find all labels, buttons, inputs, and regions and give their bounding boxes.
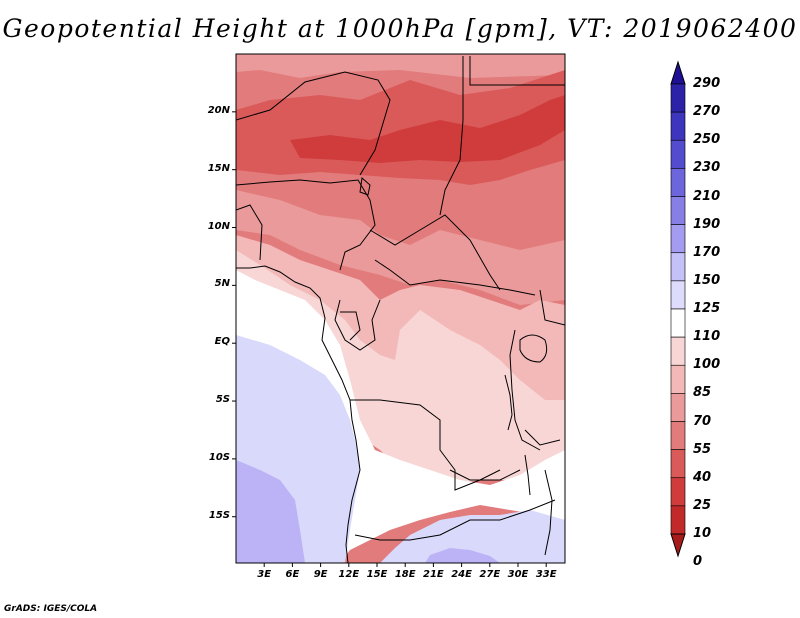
- lon-label: 18E: [394, 569, 416, 580]
- lon-label: 33E: [535, 569, 557, 580]
- lat-label: 10S: [208, 451, 230, 463]
- border-east-egypt: [469, 56, 565, 86]
- colorbar-segment: [670, 83, 686, 113]
- colorbar-level-label: 125: [693, 301, 721, 316]
- figure-title: Geopotential Height at 1000hPa [gpm], VT…: [2, 14, 798, 43]
- border-zambia: [449, 469, 521, 481]
- field-purple-s: [425, 548, 500, 563]
- field-deep-red: [290, 95, 565, 163]
- axis-ticks: [232, 111, 547, 567]
- software-credit: GrADS: IGES/COLA: [4, 604, 98, 614]
- border-kenya: [539, 289, 565, 326]
- colorbar-level-label: 230: [693, 160, 721, 176]
- lon-label: 12E: [338, 569, 360, 580]
- lon-label: 6E: [285, 569, 300, 580]
- colorbar-level-label: 70: [693, 413, 712, 429]
- lon-label: 21E: [423, 569, 444, 580]
- colorbar-segment: [670, 477, 686, 507]
- border-drc-east: [509, 329, 541, 451]
- lat-label: 20N: [207, 104, 230, 116]
- colorbar-level-label: 0: [693, 554, 703, 570]
- colorbar-cap-top: [670, 60, 686, 85]
- border-angola: [350, 399, 501, 491]
- colorbar-level-label: 290: [693, 76, 721, 91]
- colorbar-level-label: 190: [693, 216, 721, 232]
- border-chad-sudan: [439, 56, 464, 216]
- border-congo: [334, 299, 381, 351]
- colorbar-cap-bottom: [670, 533, 686, 558]
- border-north: [236, 71, 391, 176]
- height-field: [236, 54, 565, 563]
- colorbar-segment: [670, 449, 686, 479]
- lat-label: 10N: [207, 220, 230, 232]
- border-mozambique: [544, 469, 553, 556]
- colorbar-level-label: 100: [693, 357, 721, 373]
- field-pale-pink: [236, 250, 565, 485]
- lat-label: 5N: [214, 278, 230, 290]
- lake-victoria: [519, 334, 548, 363]
- lake-chad: [359, 177, 371, 196]
- field-north-pink: [236, 54, 565, 78]
- colorbar-level-label: 85: [693, 385, 712, 401]
- border-nigeria: [236, 179, 376, 271]
- colorbar-level-label: 210: [693, 188, 721, 204]
- lon-label: 9E: [313, 569, 328, 580]
- colorbar-segment: [670, 139, 686, 169]
- border-drc-north: [374, 259, 536, 296]
- border-tanzania: [524, 429, 561, 446]
- colorbar-segment: [670, 111, 686, 141]
- colorbar-segment: [670, 364, 686, 394]
- colorbar-level-label: 10: [693, 526, 712, 541]
- colorbar-segment: [670, 421, 686, 450]
- lon-label: 27E: [479, 569, 501, 580]
- colorbar-segment: [670, 280, 686, 310]
- colorbar-segment: [670, 224, 686, 254]
- colorbar-level-label: 270: [693, 104, 721, 120]
- colorbar-level-label: 170: [693, 244, 721, 260]
- coastline-west: [236, 265, 361, 563]
- colorbar-level-label: 40: [693, 469, 712, 485]
- colorbar-segment: [670, 196, 686, 225]
- colorbar-segment: [670, 336, 686, 366]
- lake-tanganyika: [504, 374, 513, 431]
- field-pink-band: [236, 190, 565, 305]
- lon-label: 15E: [366, 569, 388, 580]
- lat-label: 15S: [208, 509, 230, 521]
- lat-label: 5S: [215, 394, 230, 406]
- colorbar-segment: [670, 505, 686, 535]
- lat-label: EQ: [214, 336, 230, 348]
- border-south: [354, 499, 556, 541]
- colorbar-level-label: 150: [693, 272, 721, 288]
- border-gabon: [340, 311, 361, 341]
- border-car: [369, 214, 501, 291]
- boundaries: [236, 56, 565, 563]
- lon-label: 3E: [257, 569, 272, 580]
- colorbar-level-label: 250: [693, 132, 721, 148]
- border-ghana: [236, 204, 263, 261]
- colorbar-segment: [670, 393, 686, 422]
- lake-malawi: [524, 454, 531, 496]
- colorbar-segment: [670, 252, 686, 282]
- colorbar-segment: [670, 168, 686, 197]
- lon-label: 30E: [507, 569, 529, 580]
- lat-label: 15N: [207, 162, 230, 174]
- field-lavender-se: [380, 510, 565, 563]
- colorbar: [670, 60, 686, 558]
- colorbar-level-label: 55: [693, 441, 712, 457]
- colorbar-level-label: 110: [693, 329, 721, 345]
- colorbar-level-label: 25: [693, 497, 712, 513]
- colorbar-segment: [670, 308, 686, 338]
- map-frame: [235, 53, 566, 564]
- lon-label: 24E: [451, 569, 472, 580]
- field-purple: [236, 460, 305, 563]
